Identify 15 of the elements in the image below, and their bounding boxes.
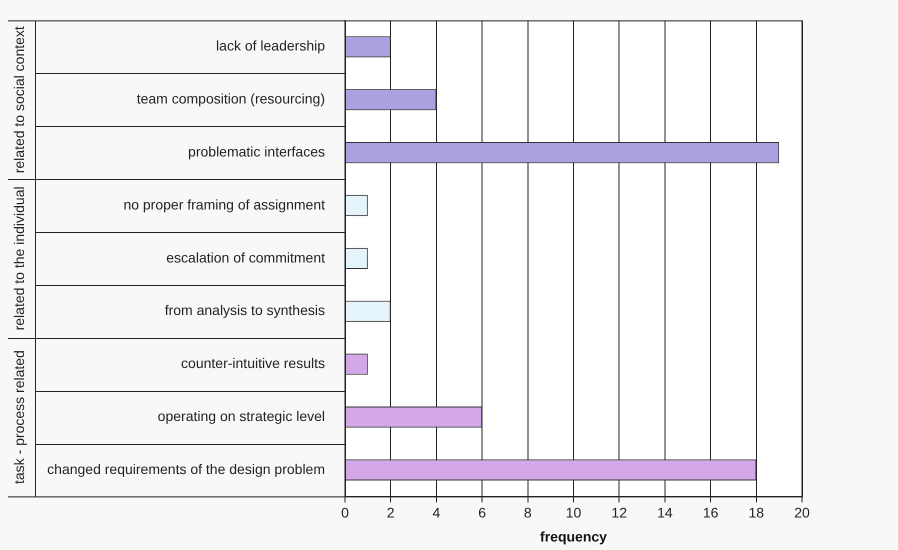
x-tick-label: 18	[748, 504, 764, 521]
x-tick-label: 14	[657, 504, 673, 521]
x-tick-label: 8	[524, 504, 532, 521]
x-tick-label: 10	[566, 504, 582, 521]
x-tick-label: 6	[478, 504, 486, 521]
text: related to social context	[10, 26, 27, 174]
text: task - process related	[10, 350, 27, 484]
x-tick-label: 4	[432, 504, 440, 521]
x-tick-label: 12	[611, 504, 628, 521]
text: related to the individual	[10, 186, 27, 330]
x-tick-label: 20	[794, 504, 810, 521]
x-tick-label: 2	[386, 504, 395, 521]
x-tick-label: 0	[341, 504, 350, 521]
x-axis-title: frequency	[540, 528, 608, 544]
x-tick-label: 16	[702, 504, 719, 521]
